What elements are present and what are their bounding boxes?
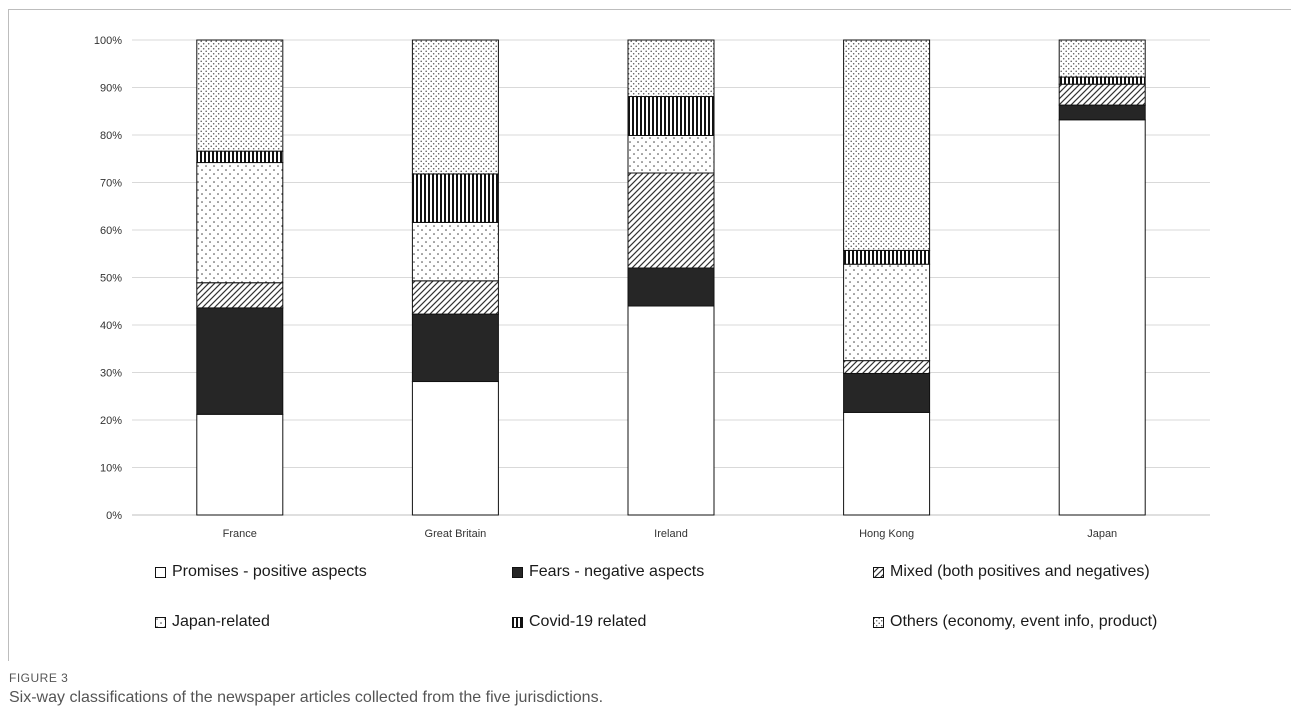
stacked-bar-chart: 0% 10% 20% 30% 40% 50% 60% 70% 80% 90% 100% France… xyxy=(94,35,1210,540)
y-tick-label: 10% xyxy=(100,463,122,475)
y-tick-label: 0% xyxy=(106,510,122,522)
bar-segment xyxy=(411,221,499,282)
x-tick-label: Ireland xyxy=(654,528,688,540)
figure-label: FIGURE 3 xyxy=(9,671,69,685)
legend-swatch xyxy=(155,616,166,628)
bar-segment xyxy=(1058,119,1146,516)
x-tick-label: Hong Kong xyxy=(859,528,914,540)
legend-item: Mixed (both positives and negatives) xyxy=(873,563,1150,581)
bar-segment xyxy=(843,39,931,251)
legend-item: Promises - positive aspects xyxy=(155,563,367,581)
bar-segment xyxy=(196,307,284,415)
y-tick-label: 40% xyxy=(100,320,122,332)
x-tick-label: Japan xyxy=(1087,528,1117,540)
legend-swatch xyxy=(155,566,166,578)
bar-segment xyxy=(1058,76,1146,85)
bar-segment xyxy=(411,39,499,175)
legend-item: Japan-related xyxy=(155,613,270,631)
legend-label: Others (economy, event info, product) xyxy=(890,613,1158,630)
bar-segment xyxy=(843,360,931,374)
y-tick-label: 20% xyxy=(100,415,122,427)
bar-segment xyxy=(411,173,499,223)
bar-segment xyxy=(627,39,715,98)
y-tick-label: 100% xyxy=(94,35,122,47)
bar-segment xyxy=(196,39,284,152)
bar-segment xyxy=(1058,83,1146,106)
bar-segment xyxy=(196,162,284,284)
legend-swatch xyxy=(873,616,884,628)
bar-segment xyxy=(627,267,715,307)
figure-caption: Six-way classifications of the newspaper… xyxy=(9,689,604,706)
bar-segment xyxy=(843,372,931,413)
bar-segment xyxy=(196,413,284,516)
legend-label: Mixed (both positives and negatives) xyxy=(890,563,1150,580)
x-axis: France Great Britain Ireland Hong Kong Japan xyxy=(223,528,1118,540)
bar-segment xyxy=(411,313,499,383)
legend-item: Covid-19 related xyxy=(512,613,646,631)
bar-segment xyxy=(411,280,499,315)
bar-segment xyxy=(627,96,715,136)
bar-segment xyxy=(627,305,715,516)
legend-item: Others (economy, event info, product) xyxy=(873,613,1157,631)
bar-segment xyxy=(1058,39,1146,78)
legend-label: Japan-related xyxy=(172,613,270,630)
y-tick-label: 70% xyxy=(100,178,122,190)
bars xyxy=(196,39,1146,516)
legend-swatch xyxy=(873,566,884,578)
legend-swatch xyxy=(512,616,523,628)
figure-frame xyxy=(8,9,1291,661)
y-tick-label: 90% xyxy=(100,83,122,95)
bar-segment xyxy=(411,381,499,516)
y-tick-label: 50% xyxy=(100,273,122,285)
x-tick-label: France xyxy=(223,528,257,540)
legend-label: Promises - positive aspects xyxy=(172,563,367,580)
y-tick-label: 60% xyxy=(100,225,122,237)
bar-segment xyxy=(627,134,715,174)
y-tick-label: 80% xyxy=(100,130,122,142)
legend-label: Fears - negative aspects xyxy=(529,563,705,580)
y-tick-label: 30% xyxy=(100,368,122,380)
bar-segment xyxy=(196,282,284,309)
bar-segment xyxy=(843,249,931,265)
bar-segment xyxy=(843,263,931,362)
y-axis: 0% 10% 20% 30% 40% 50% 60% 70% 80% 90% 100% xyxy=(94,35,122,522)
legend-label: Covid-19 related xyxy=(529,613,647,630)
x-tick-label: Great Britain xyxy=(425,528,487,540)
bar-segment xyxy=(1058,104,1146,121)
legend-swatch xyxy=(512,566,523,578)
bar-segment xyxy=(196,150,284,164)
bar-segment xyxy=(627,172,715,269)
legend-item: Fears - negative aspects xyxy=(512,563,704,581)
bar-segment xyxy=(843,411,931,516)
